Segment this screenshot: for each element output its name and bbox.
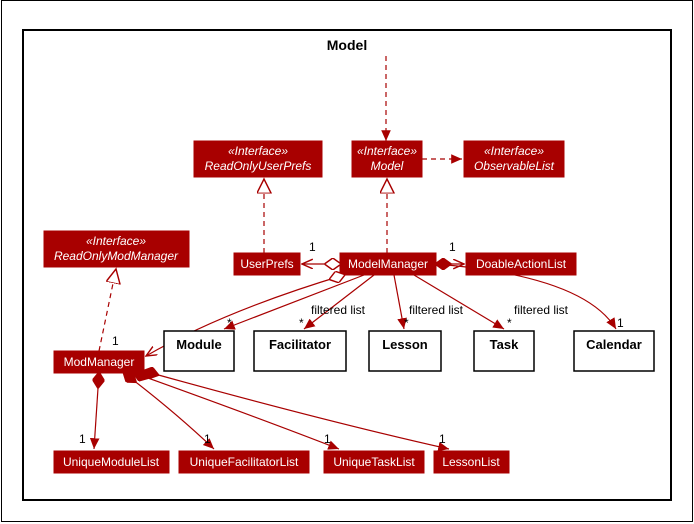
edge-mm-facilitator xyxy=(304,275,374,329)
name: UniqueFacilitatorList xyxy=(190,455,299,469)
mult-ll: 1 xyxy=(439,432,446,446)
name: UserPrefs xyxy=(240,257,293,271)
mult-userprefs: 1 xyxy=(309,240,316,254)
name: ModelManager xyxy=(348,257,428,271)
name: Task xyxy=(490,337,519,352)
stereo: «Interface» xyxy=(228,144,288,158)
lbl-task: filtered list xyxy=(514,303,569,317)
class-uniquetasklist: UniqueTaskList xyxy=(324,451,424,473)
diagram-frame: Model «Interface» ReadOnlyUserPrefs «Int… xyxy=(1,0,693,522)
name: Calendar xyxy=(586,337,642,352)
class-modmanager: ModManager xyxy=(54,351,144,373)
edge-mm-task xyxy=(414,275,504,329)
class-lessonlist: LessonList xyxy=(434,451,509,473)
class-uniquemodulelist: UniqueModuleList xyxy=(54,451,169,473)
name: UniqueTaskList xyxy=(333,455,415,469)
mult-module: * xyxy=(227,316,232,330)
name: LessonList xyxy=(442,455,500,469)
name: ObservableList xyxy=(474,159,555,173)
edge-mod-ll xyxy=(144,371,449,449)
uml-svg: «Interface» ReadOnlyUserPrefs «Interface… xyxy=(24,31,676,511)
name: ReadOnlyUserPrefs xyxy=(205,159,312,173)
class-doableactionlist: DoableActionList xyxy=(466,253,576,275)
name: ReadOnlyModManager xyxy=(54,249,179,263)
name: UniqueModuleList xyxy=(63,455,160,469)
stereo: «Interface» xyxy=(484,144,544,158)
edge-mod-ufl xyxy=(124,373,214,449)
interface-observablelist: «Interface» ObservableList xyxy=(464,141,564,177)
name: DoableActionList xyxy=(476,257,567,271)
interface-model: «Interface» Model xyxy=(352,141,422,177)
class-uniquefacilitatorlist: UniqueFacilitatorList xyxy=(179,451,309,473)
lbl-fac: filtered list xyxy=(311,303,366,317)
mult-fac: * xyxy=(299,316,304,330)
mult-calendar: 1 xyxy=(617,316,624,330)
class-userprefs: UserPrefs xyxy=(234,253,300,275)
class-task: Task xyxy=(474,331,534,371)
name: Lesson xyxy=(382,337,428,352)
stereo: «Interface» xyxy=(86,234,146,248)
lbl-lesson: filtered list xyxy=(409,303,464,317)
class-module: Module xyxy=(164,331,234,371)
name: Model xyxy=(371,159,404,173)
model-subframe: Model «Interface» ReadOnlyUserPrefs «Int… xyxy=(22,29,672,501)
edge-mm-module xyxy=(224,275,364,329)
name: Module xyxy=(176,337,222,352)
stereo: «Interface» xyxy=(357,144,417,158)
interface-readonlyuserprefs: «Interface» ReadOnlyUserPrefs xyxy=(194,141,322,177)
name: ModManager xyxy=(64,355,135,369)
class-calendar: Calendar xyxy=(574,331,654,371)
mult-doable: 1 xyxy=(449,240,456,254)
mult-lesson: * xyxy=(404,316,409,330)
mult-utl: 1 xyxy=(324,432,331,446)
mult-ufl: 1 xyxy=(204,432,211,446)
mult-task: * xyxy=(507,316,512,330)
class-facilitator: Facilitator xyxy=(254,331,346,371)
edge-mod-uml xyxy=(94,373,99,449)
edge-mm-lesson xyxy=(394,275,404,329)
edge-mod-utl xyxy=(134,373,339,449)
name: Facilitator xyxy=(269,337,331,352)
class-modelmanager: ModelManager xyxy=(340,253,436,275)
class-lesson: Lesson xyxy=(369,331,441,371)
mult-modmanager: 1 xyxy=(112,334,119,348)
mult-uml: 1 xyxy=(79,432,86,446)
interface-readonlymodmanager: «Interface» ReadOnlyModManager xyxy=(44,231,189,267)
